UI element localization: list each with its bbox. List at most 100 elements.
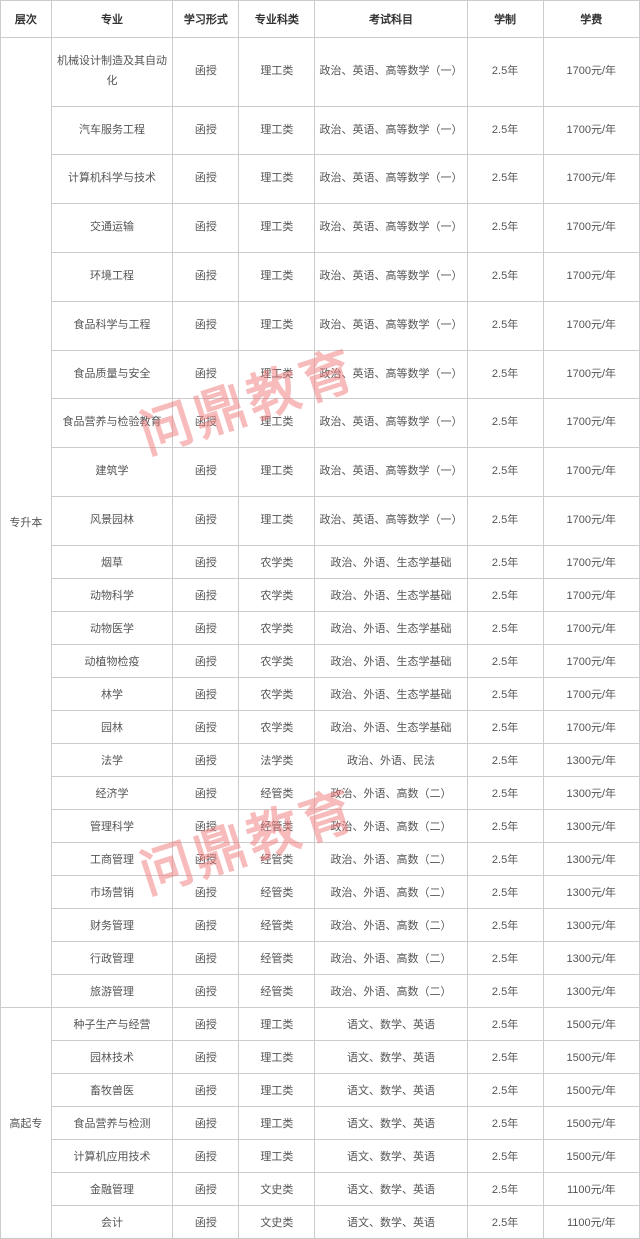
cell-level: 专升本 bbox=[1, 38, 52, 1008]
cell-major: 会计 bbox=[51, 1205, 173, 1238]
table-row: 管理科学函授经管类政治、外语、高数（二）2.5年1300元/年 bbox=[1, 809, 640, 842]
cell-form: 函授 bbox=[173, 496, 239, 545]
cell-exam: 政治、英语、高等数学（一） bbox=[315, 399, 467, 448]
cell-exam: 语文、数学、英语 bbox=[315, 1073, 467, 1106]
cell-major: 林学 bbox=[51, 677, 173, 710]
cell-form: 函授 bbox=[173, 776, 239, 809]
cell-exam: 政治、外语、高数（二） bbox=[315, 941, 467, 974]
cell-category: 农学类 bbox=[239, 545, 315, 578]
table-row: 环境工程函授理工类政治、英语、高等数学（一）2.5年1700元/年 bbox=[1, 252, 640, 301]
table-row: 风景园林函授理工类政治、英语、高等数学（一）2.5年1700元/年 bbox=[1, 496, 640, 545]
table-row: 食品营养与检测函授理工类语文、数学、英语2.5年1500元/年 bbox=[1, 1106, 640, 1139]
cell-duration: 2.5年 bbox=[467, 155, 543, 204]
table-row: 动植物检疫函授农学类政治、外语、生态学基础2.5年1700元/年 bbox=[1, 644, 640, 677]
cell-fee: 1700元/年 bbox=[543, 644, 639, 677]
table-row: 会计函授文史类语文、数学、英语2.5年1100元/年 bbox=[1, 1205, 640, 1238]
cell-category: 农学类 bbox=[239, 677, 315, 710]
cell-category: 理工类 bbox=[239, 350, 315, 399]
cell-fee: 1300元/年 bbox=[543, 908, 639, 941]
cell-duration: 2.5年 bbox=[467, 644, 543, 677]
cell-form: 函授 bbox=[173, 743, 239, 776]
cell-exam: 语文、数学、英语 bbox=[315, 1007, 467, 1040]
cell-form: 函授 bbox=[173, 448, 239, 497]
cell-fee: 1500元/年 bbox=[543, 1073, 639, 1106]
cell-form: 函授 bbox=[173, 38, 239, 107]
cell-duration: 2.5年 bbox=[467, 875, 543, 908]
header-exam: 考试科目 bbox=[315, 1, 467, 38]
cell-category: 理工类 bbox=[239, 1073, 315, 1106]
cell-duration: 2.5年 bbox=[467, 941, 543, 974]
table-row: 工商管理函授经管类政治、外语、高数（二）2.5年1300元/年 bbox=[1, 842, 640, 875]
cell-form: 函授 bbox=[173, 399, 239, 448]
cell-major: 法学 bbox=[51, 743, 173, 776]
cell-form: 函授 bbox=[173, 1040, 239, 1073]
cell-fee: 1700元/年 bbox=[543, 155, 639, 204]
cell-exam: 政治、外语、高数（二） bbox=[315, 809, 467, 842]
cell-duration: 2.5年 bbox=[467, 448, 543, 497]
cell-major: 财务管理 bbox=[51, 908, 173, 941]
table-row: 专升本机械设计制造及其自动化函授理工类政治、英语、高等数学（一）2.5年1700… bbox=[1, 38, 640, 107]
cell-duration: 2.5年 bbox=[467, 710, 543, 743]
cell-fee: 1500元/年 bbox=[543, 1106, 639, 1139]
table-row: 畜牧兽医函授理工类语文、数学、英语2.5年1500元/年 bbox=[1, 1073, 640, 1106]
cell-duration: 2.5年 bbox=[467, 106, 543, 155]
table-row: 建筑学函授理工类政治、英语、高等数学（一）2.5年1700元/年 bbox=[1, 448, 640, 497]
cell-major: 计算机应用技术 bbox=[51, 1139, 173, 1172]
cell-fee: 1700元/年 bbox=[543, 448, 639, 497]
cell-duration: 2.5年 bbox=[467, 611, 543, 644]
header-major: 专业 bbox=[51, 1, 173, 38]
cell-fee: 1100元/年 bbox=[543, 1205, 639, 1238]
table-row: 食品营养与检验教育函授理工类政治、英语、高等数学（一）2.5年1700元/年 bbox=[1, 399, 640, 448]
cell-fee: 1700元/年 bbox=[543, 578, 639, 611]
cell-exam: 政治、外语、生态学基础 bbox=[315, 578, 467, 611]
table-row: 食品科学与工程函授理工类政治、英语、高等数学（一）2.5年1700元/年 bbox=[1, 301, 640, 350]
cell-category: 经管类 bbox=[239, 875, 315, 908]
cell-form: 函授 bbox=[173, 974, 239, 1007]
cell-form: 函授 bbox=[173, 941, 239, 974]
cell-major: 工商管理 bbox=[51, 842, 173, 875]
cell-duration: 2.5年 bbox=[467, 743, 543, 776]
table-header-row: 层次 专业 学习形式 专业科类 考试科目 学制 学费 bbox=[1, 1, 640, 38]
cell-exam: 语文、数学、英语 bbox=[315, 1172, 467, 1205]
table-row: 汽车服务工程函授理工类政治、英语、高等数学（一）2.5年1700元/年 bbox=[1, 106, 640, 155]
cell-duration: 2.5年 bbox=[467, 496, 543, 545]
table-row: 经济学函授经管类政治、外语、高数（二）2.5年1300元/年 bbox=[1, 776, 640, 809]
cell-fee: 1500元/年 bbox=[543, 1139, 639, 1172]
cell-exam: 政治、英语、高等数学（一） bbox=[315, 155, 467, 204]
cell-duration: 2.5年 bbox=[467, 350, 543, 399]
cell-major: 食品营养与检验教育 bbox=[51, 399, 173, 448]
cell-duration: 2.5年 bbox=[467, 578, 543, 611]
cell-exam: 政治、英语、高等数学（一） bbox=[315, 204, 467, 253]
cell-form: 函授 bbox=[173, 578, 239, 611]
table-body: 专升本机械设计制造及其自动化函授理工类政治、英语、高等数学（一）2.5年1700… bbox=[1, 38, 640, 1239]
cell-category: 理工类 bbox=[239, 1007, 315, 1040]
cell-exam: 语文、数学、英语 bbox=[315, 1106, 467, 1139]
cell-form: 函授 bbox=[173, 1007, 239, 1040]
header-category: 专业科类 bbox=[239, 1, 315, 38]
cell-fee: 1500元/年 bbox=[543, 1007, 639, 1040]
table-row: 烟草函授农学类政治、外语、生态学基础2.5年1700元/年 bbox=[1, 545, 640, 578]
cell-duration: 2.5年 bbox=[467, 1007, 543, 1040]
cell-major: 动物科学 bbox=[51, 578, 173, 611]
table-row: 市场营销函授经管类政治、外语、高数（二）2.5年1300元/年 bbox=[1, 875, 640, 908]
cell-duration: 2.5年 bbox=[467, 1139, 543, 1172]
cell-category: 经管类 bbox=[239, 941, 315, 974]
cell-major: 建筑学 bbox=[51, 448, 173, 497]
table-row: 计算机应用技术函授理工类语文、数学、英语2.5年1500元/年 bbox=[1, 1139, 640, 1172]
cell-category: 理工类 bbox=[239, 1139, 315, 1172]
cell-category: 理工类 bbox=[239, 399, 315, 448]
cell-form: 函授 bbox=[173, 204, 239, 253]
cell-fee: 1700元/年 bbox=[543, 204, 639, 253]
cell-level: 高起专 bbox=[1, 1007, 52, 1238]
cell-fee: 1700元/年 bbox=[543, 106, 639, 155]
cell-form: 函授 bbox=[173, 252, 239, 301]
cell-form: 函授 bbox=[173, 908, 239, 941]
cell-form: 函授 bbox=[173, 875, 239, 908]
cell-exam: 政治、外语、生态学基础 bbox=[315, 710, 467, 743]
cell-category: 理工类 bbox=[239, 1106, 315, 1139]
cell-form: 函授 bbox=[173, 809, 239, 842]
cell-major: 行政管理 bbox=[51, 941, 173, 974]
cell-category: 经管类 bbox=[239, 974, 315, 1007]
table-row: 旅游管理函授经管类政治、外语、高数（二）2.5年1300元/年 bbox=[1, 974, 640, 1007]
cell-major: 环境工程 bbox=[51, 252, 173, 301]
